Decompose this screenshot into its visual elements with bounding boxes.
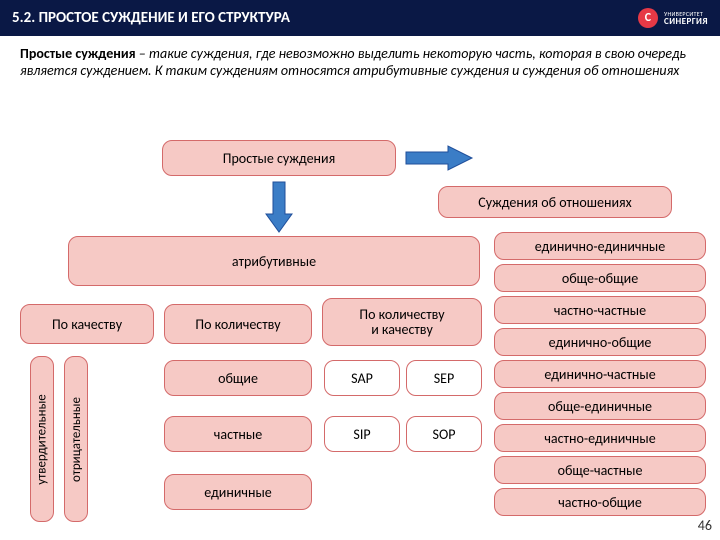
box-sap: SAP (324, 360, 400, 396)
arrow-right-icon (402, 142, 476, 174)
box-sip: SIP (324, 416, 400, 452)
box-attributive: атрибутивные (68, 236, 480, 286)
box-simple-judgments: Простые суждения (162, 140, 396, 176)
rcol-2: частно-частные (494, 296, 706, 324)
box-general: общие (164, 360, 312, 396)
box-singular: единичные (164, 474, 312, 510)
box-sop: SOP (406, 416, 482, 452)
rcol-6: частно-единичные (494, 424, 706, 452)
definition-term: Простые суждения (20, 45, 136, 62)
page-number: 46 (698, 517, 712, 534)
rcol-4: единично-частные (494, 360, 706, 388)
box-by-quality: По качеству (20, 304, 154, 344)
box-by-both: По количеству и качеству (322, 298, 482, 346)
box-by-quantity: По количеству (164, 304, 312, 344)
logo-text: УНИВЕРСИТЕТ СИНЕРГИЯ (664, 11, 708, 26)
rcol-3: единично-общие (494, 328, 706, 356)
slide-title: 5.2. ПРОСТОЕ СУЖДЕНИЕ И ЕГО СТРУКТУРА (12, 9, 290, 27)
box-relations: Суждения об отношениях (438, 186, 672, 218)
box-partial: частные (164, 416, 312, 452)
logo-icon: С (638, 8, 658, 28)
rcol-5: обще-единичные (494, 392, 706, 420)
rcol-7: обще-частные (494, 456, 706, 484)
box-affirmative: утвердительные (30, 356, 54, 522)
arrow-down-icon (264, 180, 294, 236)
rcol-8: частно-общие (494, 488, 706, 516)
box-sep: SEP (406, 360, 482, 396)
brand-logo: С УНИВЕРСИТЕТ СИНЕРГИЯ (638, 8, 708, 28)
slide-header: 5.2. ПРОСТОЕ СУЖДЕНИЕ И ЕГО СТРУКТУРА С … (0, 0, 720, 36)
rcol-1: обще-общие (494, 264, 706, 292)
definition-paragraph: Простые суждения – такие суждения, где н… (0, 36, 720, 83)
rcol-0: единично-единичные (494, 232, 706, 260)
box-negative: отрицательные (64, 356, 88, 522)
